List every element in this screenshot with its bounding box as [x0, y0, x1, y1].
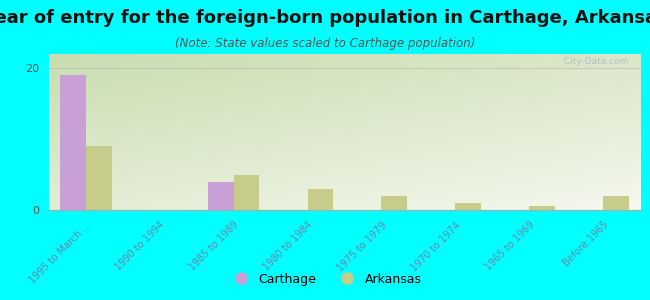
Legend: Carthage, Arkansas: Carthage, Arkansas — [223, 268, 427, 291]
Bar — [60, 75, 86, 210]
Text: City-Data.com: City-Data.com — [558, 57, 629, 66]
Text: (Note: State values scaled to Carthage population): (Note: State values scaled to Carthage p… — [175, 38, 475, 50]
Bar — [307, 189, 333, 210]
Bar — [456, 203, 481, 210]
Bar — [86, 146, 112, 210]
Bar — [603, 196, 629, 210]
Bar — [208, 182, 233, 210]
Text: Year of entry for the foreign-born population in Carthage, Arkansas: Year of entry for the foreign-born popul… — [0, 9, 650, 27]
Bar — [529, 206, 555, 210]
Bar — [233, 175, 259, 210]
Bar — [382, 196, 408, 210]
